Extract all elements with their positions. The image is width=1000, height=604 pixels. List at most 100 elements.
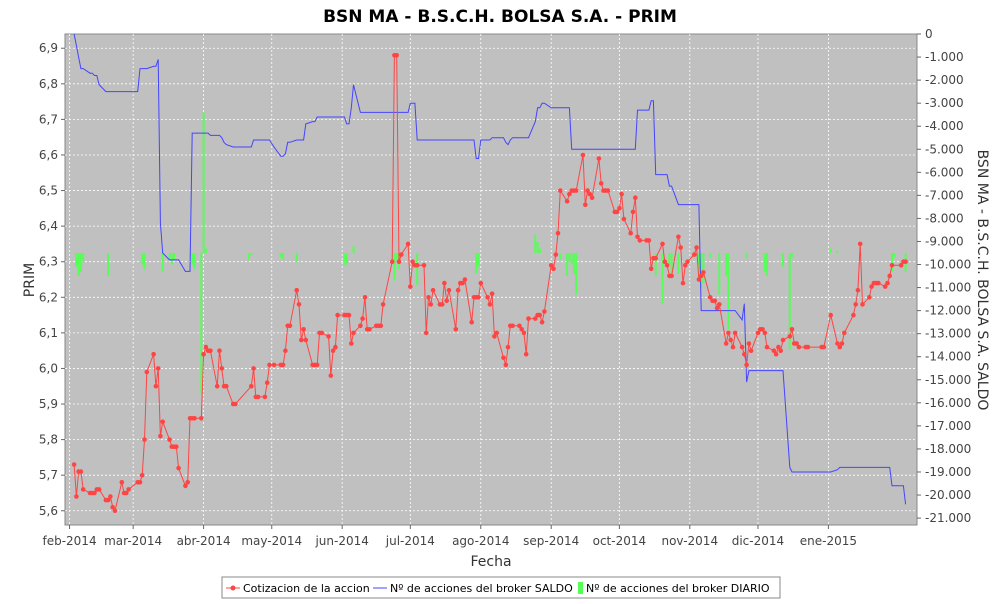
diario-bar xyxy=(191,252,194,265)
cotizacion-point xyxy=(442,280,447,286)
cotizacion-point xyxy=(267,362,272,368)
cotizacion-point xyxy=(760,327,765,332)
cotizacion-point xyxy=(539,319,545,325)
diario-bar xyxy=(538,248,541,253)
cotizacion-point xyxy=(660,241,665,247)
cotizacion-point xyxy=(119,480,125,485)
cotizacion-point xyxy=(548,263,554,268)
cotizacion-point xyxy=(151,351,156,357)
cotizacion-point xyxy=(653,255,658,261)
diario-bar xyxy=(161,252,164,272)
diario-bar xyxy=(193,252,196,270)
y-right-tick-label: -3.000 xyxy=(925,96,964,110)
cotizacion-point xyxy=(108,494,113,499)
cotizacion-point xyxy=(789,327,795,332)
diario-bars xyxy=(75,112,907,394)
x-tick-label: jul-2014 xyxy=(385,534,435,548)
y-right-tick-label: -15.000 xyxy=(925,373,971,387)
diario-bar xyxy=(248,252,251,260)
cotizacion-point xyxy=(314,362,320,368)
cotizacion-point xyxy=(517,323,522,329)
cotizacion-point xyxy=(842,330,847,336)
x-tick-label: mar-2014 xyxy=(104,534,162,548)
cotizacion-point xyxy=(762,330,768,336)
cotizacion-point xyxy=(219,366,225,371)
cotizacion-point xyxy=(124,490,129,496)
y-axis-right-label: BSN MA - B.S.C.H. BOLSA S.A. SALDO xyxy=(974,150,990,411)
diario-bar xyxy=(204,248,207,253)
legend-box xyxy=(221,576,781,599)
diario-bar xyxy=(559,252,562,260)
cotizacion-point xyxy=(583,202,588,208)
cotizacion-point xyxy=(139,472,145,478)
cotizacion-point xyxy=(664,263,670,268)
y-right-tick-label: -5.000 xyxy=(925,142,964,156)
x-tick-label: ene-2015 xyxy=(800,534,857,548)
cotizacion-point xyxy=(201,351,206,357)
cotizacion-point xyxy=(294,287,300,293)
cotizacion-point xyxy=(414,263,420,268)
diario-bar xyxy=(477,252,480,267)
cotizacion-series xyxy=(71,53,908,514)
cotizacion-point xyxy=(589,195,595,200)
diario-bar xyxy=(700,252,703,288)
cotizacion-point xyxy=(421,263,427,268)
cotizacion-point xyxy=(635,234,640,240)
y-left-tick-label: 6,6 xyxy=(39,148,58,162)
cotizacion-point xyxy=(251,366,256,371)
cotizacion-point xyxy=(730,344,736,350)
cotizacion-point xyxy=(335,312,340,318)
cotizacion-point xyxy=(553,252,559,257)
cotizacion-point xyxy=(367,327,372,332)
diario-bar xyxy=(670,252,673,277)
x-tick-label: jun-2014 xyxy=(314,534,368,548)
y-left-tick-label: 5,8 xyxy=(39,433,58,447)
diario-bar xyxy=(893,252,896,258)
cotizacion-point xyxy=(80,487,86,492)
cotizacion-point xyxy=(489,291,495,297)
diario-bar xyxy=(661,252,664,304)
cotizacion-point xyxy=(701,270,706,275)
cotizacion-point xyxy=(330,348,336,354)
cotizacion-point xyxy=(637,238,643,243)
y-axis-left-label: PRIM xyxy=(22,263,38,297)
cotizacion-point xyxy=(558,188,563,193)
x-tick-label: feb-2014 xyxy=(42,534,96,548)
cotizacion-point xyxy=(346,312,352,318)
diario-bar xyxy=(788,252,791,350)
diario-bar xyxy=(393,252,396,281)
diario-bar xyxy=(282,252,285,260)
cotizacion-point xyxy=(564,198,570,204)
diario-bar xyxy=(416,252,419,286)
cotizacion-point xyxy=(492,334,497,339)
y-right-tick-label: -17.000 xyxy=(925,419,971,433)
diario-bar xyxy=(727,252,730,330)
y-left-tick-label: 6,8 xyxy=(39,77,58,91)
cotizacion-point xyxy=(137,480,143,485)
cotizacion-point xyxy=(439,302,445,307)
diario-bar xyxy=(75,252,78,267)
cotizacion-point xyxy=(755,330,761,336)
cotizacion-point xyxy=(249,383,254,389)
cotizacion-point xyxy=(605,188,611,193)
cotizacion-point xyxy=(794,341,799,346)
diario-bar xyxy=(395,252,398,260)
cotizacion-point xyxy=(192,416,197,421)
diario-bar xyxy=(107,252,110,277)
cotizacion-point xyxy=(430,287,436,293)
diario-bar xyxy=(202,112,205,253)
y-left-tick-label: 6,7 xyxy=(39,112,58,126)
y-right-tick-label: -18.000 xyxy=(925,442,971,456)
plot-area xyxy=(64,33,918,526)
cotizacion-point xyxy=(521,330,527,336)
cotizacion-point xyxy=(303,337,309,343)
cotizacion-point xyxy=(446,287,452,293)
cotizacion-point xyxy=(778,348,783,354)
cotizacion-point xyxy=(453,327,459,332)
cotizacion-point xyxy=(423,330,429,336)
y-left-tick-label: 6,3 xyxy=(39,255,58,269)
cotizacion-point xyxy=(110,504,115,510)
y-right-tick-label: -4.000 xyxy=(925,119,964,133)
legend-swatch-diario xyxy=(578,582,583,594)
x-tick-label: nov-2014 xyxy=(661,534,718,548)
